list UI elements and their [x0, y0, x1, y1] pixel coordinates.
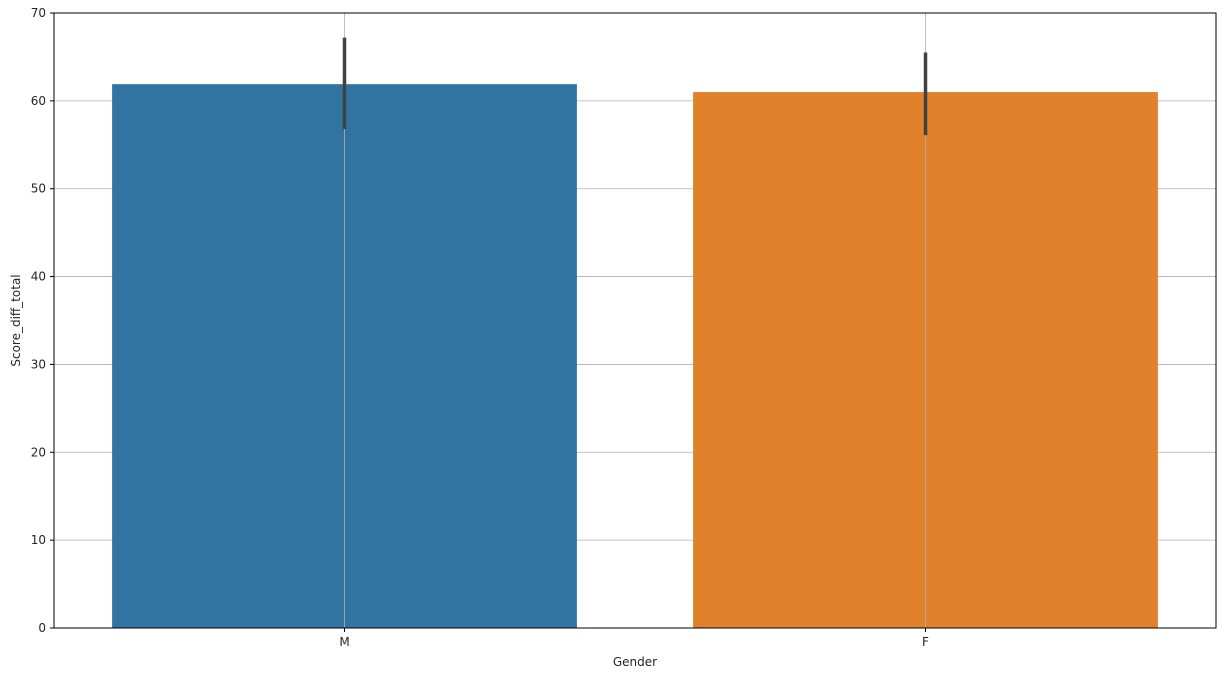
x-tick-label-m: M	[339, 635, 349, 649]
y-tick-label: 0	[38, 621, 46, 635]
y-tick-label: 20	[31, 445, 46, 459]
y-tick-label: 70	[31, 6, 46, 20]
y-axis-label: Score_diff_total	[9, 274, 23, 366]
errorbar-layer	[342, 37, 928, 136]
bar-layer	[112, 84, 1158, 629]
y-tick-label: 10	[31, 533, 46, 547]
plot-frame	[53, 12, 1217, 629]
x-axis-label: Gender	[613, 655, 657, 669]
y-tick-label: 30	[31, 357, 46, 371]
y-tick-layer: 0 10 20 30 40 50 60 70	[31, 6, 54, 635]
x-tick-label-f: F	[922, 635, 929, 649]
y-tick-label: 60	[31, 94, 46, 108]
y-tick-label: 50	[31, 182, 46, 196]
y-tick-label: 40	[31, 270, 46, 284]
